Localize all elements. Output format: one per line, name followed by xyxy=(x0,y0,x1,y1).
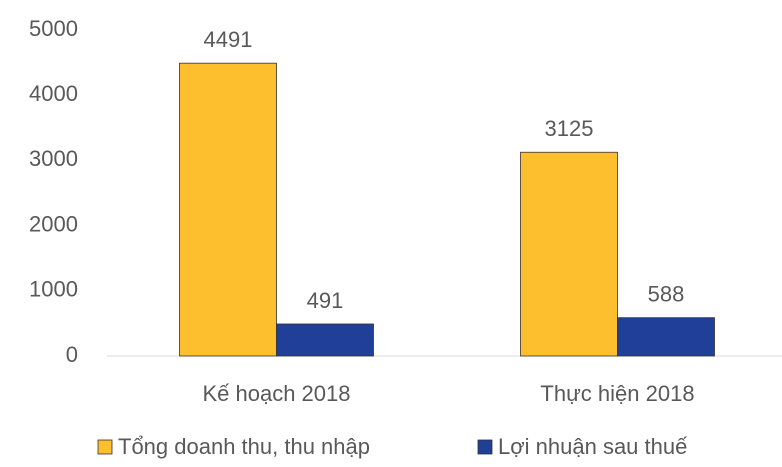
bar xyxy=(617,317,715,357)
bar xyxy=(276,323,374,357)
data-label: 4491 xyxy=(204,27,253,52)
y-tick-label: 2000 xyxy=(29,211,78,236)
data-label: 3125 xyxy=(545,116,594,141)
bar xyxy=(520,151,618,357)
y-tick-label: 4000 xyxy=(29,81,78,106)
x-tick-label: Thực hiện 2018 xyxy=(540,381,694,406)
x-tick-label: Kế hoạch 2018 xyxy=(202,381,350,406)
y-tick-label: 0 xyxy=(66,342,78,367)
data-label: 491 xyxy=(307,288,344,313)
y-tick-label: 1000 xyxy=(29,277,78,302)
y-tick-label: 5000 xyxy=(29,16,78,41)
legend-label: Tổng doanh thu, thu nhập xyxy=(118,434,370,459)
legend-swatch xyxy=(97,439,113,455)
bar xyxy=(179,62,277,357)
legend-label: Lợi nhuận sau thuế xyxy=(498,434,687,459)
data-label: 588 xyxy=(648,281,685,306)
legend-swatch xyxy=(477,439,493,455)
y-tick-label: 3000 xyxy=(29,146,78,171)
